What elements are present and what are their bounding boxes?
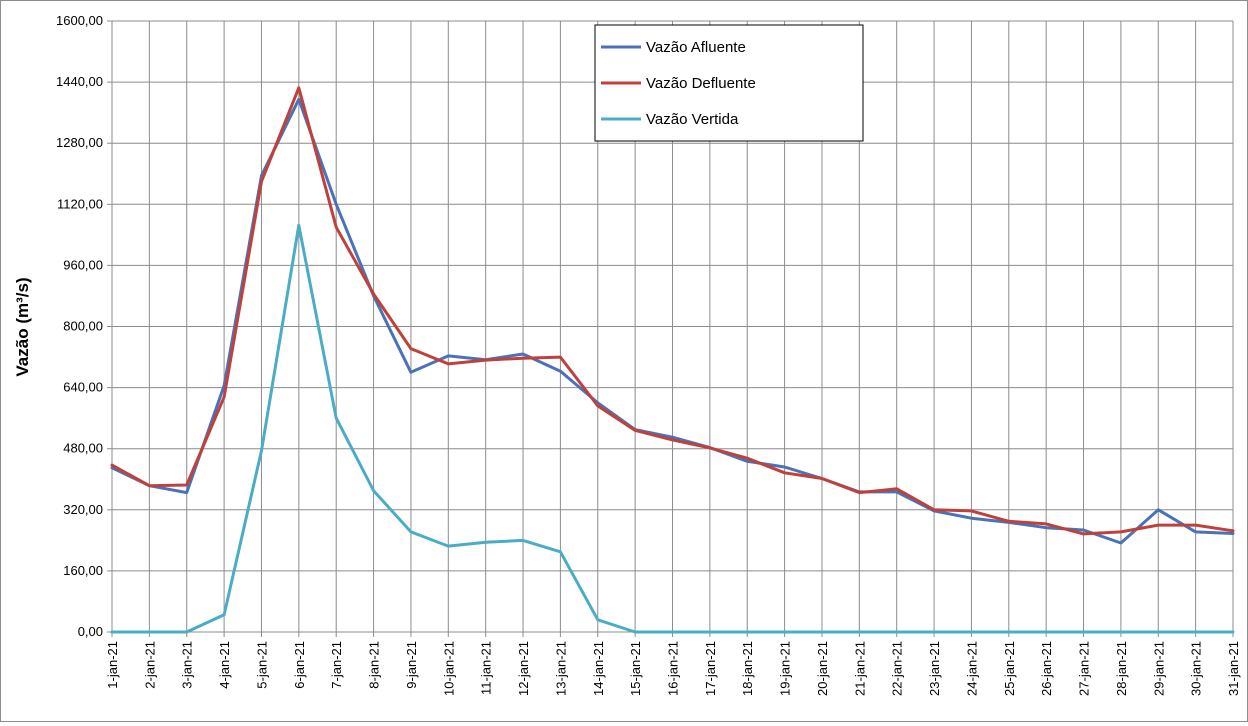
y-tick-label: 800,00	[63, 319, 103, 334]
y-tick-label: 320,00	[63, 502, 103, 517]
x-tick-label: 14-jan-21	[591, 641, 606, 696]
legend: Vazão Afluente Vazão Defluente Vazão Verti…	[594, 24, 864, 142]
x-tick-label: 11-jan-21	[479, 641, 494, 695]
legend-label: Vazão Defluente	[646, 75, 756, 92]
x-tick-label: 4-jan-21	[217, 641, 232, 689]
x-tick-label: 16-jan-21	[666, 641, 681, 696]
x-tick-label: 26-jan-21	[1039, 641, 1054, 696]
x-tick-label: 1-jan-21	[105, 641, 120, 689]
x-tick-label: 29-jan-21	[1151, 641, 1166, 696]
y-tick-label: 1120,00	[57, 196, 103, 211]
y-axis-title: Vazão (m³/s)	[13, 277, 32, 376]
x-tick-label: 10-jan-21	[441, 641, 456, 696]
series-layer	[110, 86, 1235, 634]
y-tick-label: 160,00	[63, 563, 103, 578]
x-tick-label: 6-jan-21	[292, 641, 307, 689]
x-tick-label: 8-jan-21	[367, 641, 382, 689]
x-tick-label: 28-jan-21	[1114, 641, 1129, 696]
x-tick-label: 17-jan-21	[703, 641, 718, 696]
y-tick-label: 1280,00	[56, 135, 103, 150]
x-tick-label: 30-jan-21	[1189, 641, 1204, 696]
y-tick-label: 0,00	[78, 624, 103, 639]
x-tick-label: 12-jan-21	[516, 641, 531, 696]
x-tick-label: 15-jan-21	[628, 641, 643, 696]
x-tick-label: 9-jan-21	[404, 641, 419, 689]
x-tick-label: 5-jan-21	[254, 641, 269, 689]
x-tick-label: 27-jan-21	[1077, 641, 1092, 696]
x-tick-label: 25-jan-21	[1002, 641, 1017, 696]
x-tick-label: 20-jan-21	[815, 641, 830, 696]
x-tick-label: 22-jan-21	[890, 641, 905, 696]
axis-layer: 0,00 160,00 320,00 480,00 640,00 800,00 960,00…	[56, 13, 1241, 696]
series-line-1	[110, 97, 1235, 545]
y-tick-label: 640,00	[63, 380, 103, 395]
x-tick-label: 19-jan-21	[778, 641, 793, 696]
x-tick-label: 21-jan-21	[852, 641, 867, 696]
x-tick-label: 31-jan-21	[1226, 641, 1241, 696]
x-tick-label: 18-jan-21	[740, 641, 755, 696]
x-tick-label: 13-jan-21	[553, 641, 568, 696]
x-tick-label: 24-jan-21	[964, 641, 979, 696]
x-tick-label: 3-jan-21	[180, 641, 195, 689]
x-tick-label: 23-jan-21	[927, 641, 942, 696]
series-line-2	[110, 86, 1235, 536]
y-tick-label: 1440,00	[56, 74, 103, 89]
y-tick-label: 1600,00	[56, 13, 103, 28]
series-line-3	[110, 223, 1235, 634]
legend-label: Vazão Vertida	[646, 111, 739, 128]
x-tick-label: 7-jan-21	[329, 641, 344, 689]
y-tick-label: 480,00	[63, 441, 103, 456]
legend-label: Vazão Afluente	[646, 39, 746, 56]
y-tick-label: 960,00	[63, 257, 103, 272]
x-tick-label: 2-jan-21	[142, 641, 157, 689]
